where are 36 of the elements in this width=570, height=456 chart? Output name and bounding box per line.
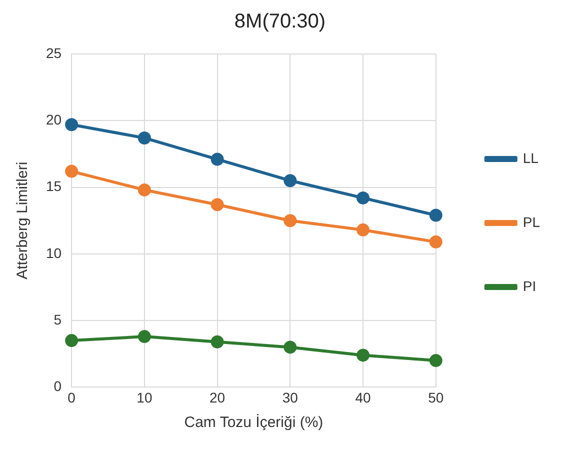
point [210,198,224,212]
x-tick-label: 20 [210,389,226,406]
y-axis-title: Atterberg Limitleri [14,162,32,280]
y-tick-label: 5 [54,311,62,328]
point [284,340,297,354]
point [356,348,370,362]
x-tick-label: 40 [355,389,372,406]
point [429,208,442,222]
point [65,118,78,132]
legend-label: LL [522,150,539,166]
point [356,223,370,236]
point [65,334,78,348]
x-tick-label: 50 [428,389,444,406]
point [429,235,442,248]
point [284,214,297,228]
x-tick-label: 10 [136,389,152,406]
y-tick-label: 25 [46,44,62,61]
point [356,191,370,204]
point [429,354,442,368]
x-tick-label: 0 [68,389,76,406]
x-tick-label: 30 [282,389,298,406]
legend-label: PI [522,278,536,294]
point [138,330,151,344]
point [210,152,224,166]
y-tick-label: 0 [54,378,62,394]
point [138,131,151,144]
chart-title: 8M(70:30) [234,10,326,33]
y-tick-label: 10 [46,244,62,261]
legend-label: PL [522,214,540,230]
point [210,335,224,348]
point [284,174,297,188]
y-tick-label: 20 [46,112,62,128]
y-tick-label: 15 [46,178,62,194]
point [138,183,151,196]
x-axis-title: Cam Tozu İçeriği (%) [184,413,324,432]
point [65,164,78,178]
